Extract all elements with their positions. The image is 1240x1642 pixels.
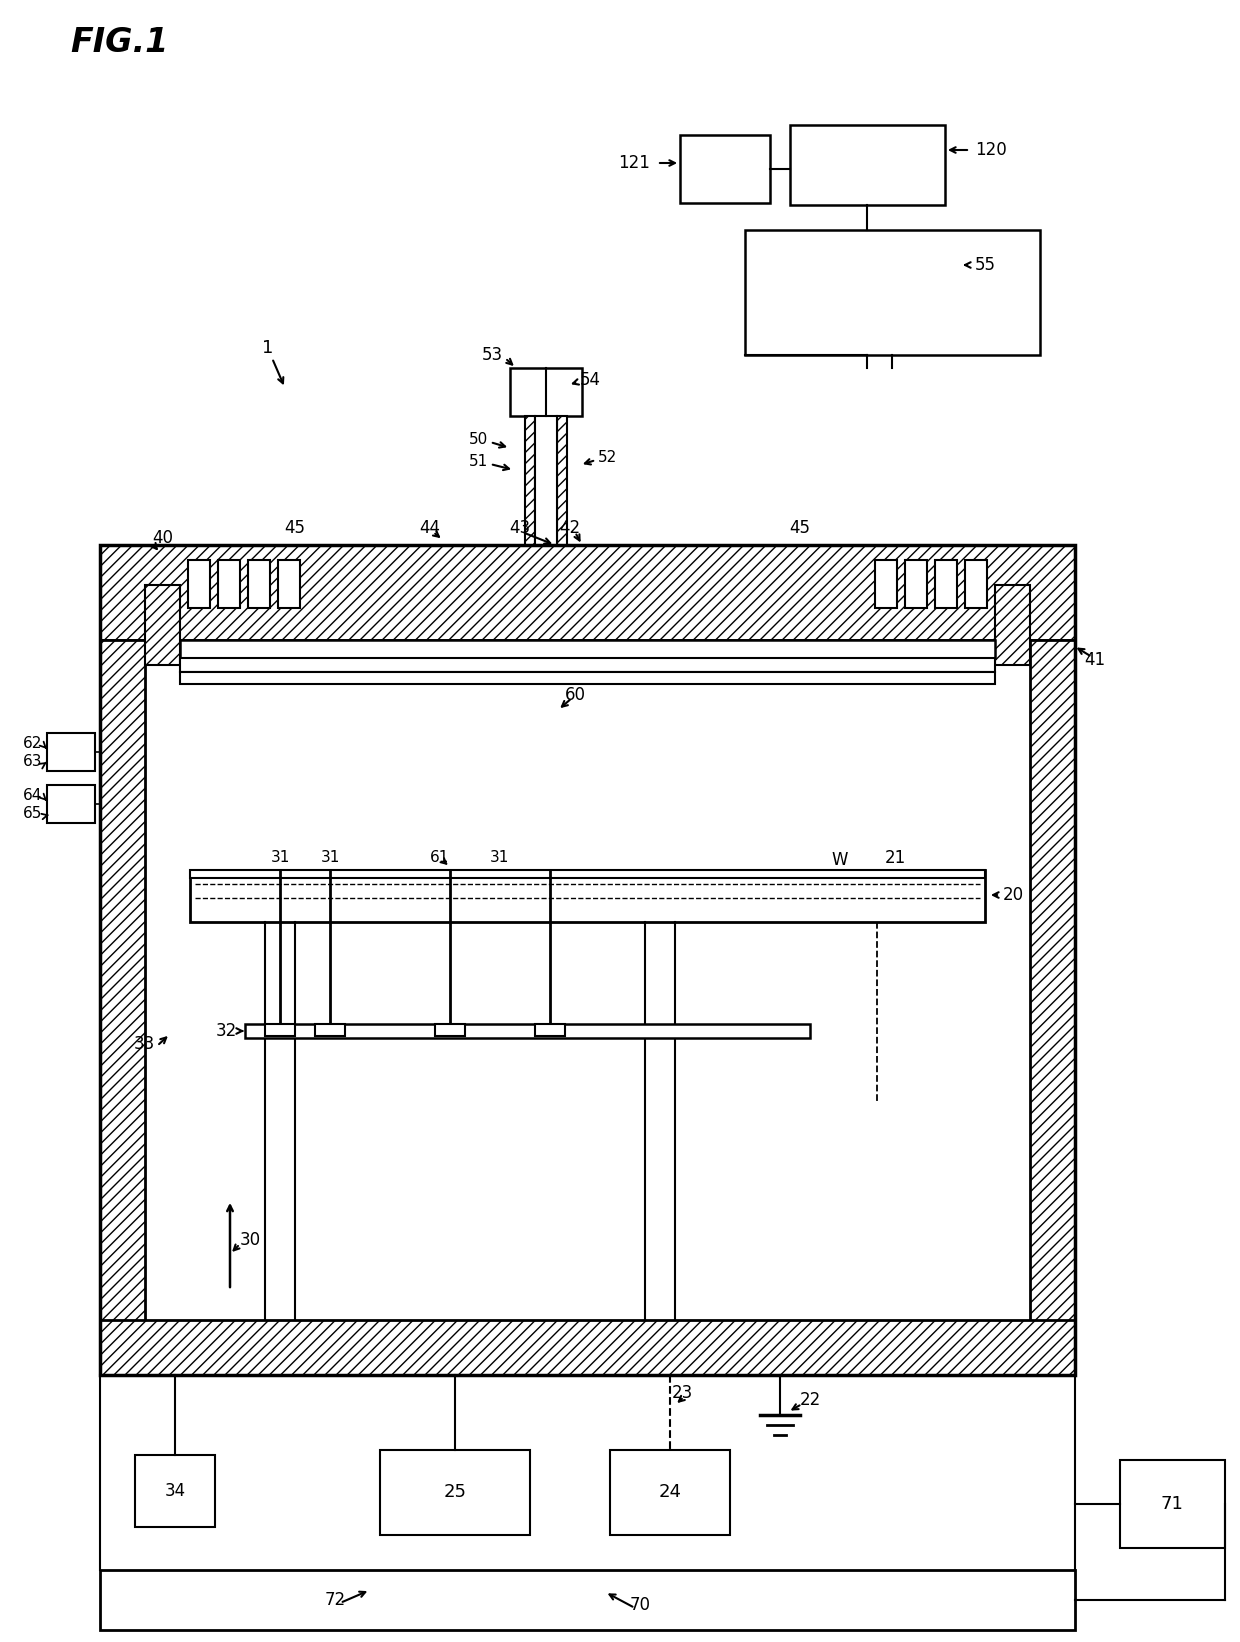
Text: 65: 65 [22,806,42,821]
Bar [680,135,770,204]
Bar [100,545,1075,1374]
Text: 25: 25 [444,1483,466,1501]
Bar [100,640,145,1374]
Bar [188,560,210,608]
Bar [135,1455,215,1527]
Bar [100,1570,1075,1631]
Bar [994,585,1030,665]
Bar [965,560,987,608]
Bar [1120,1460,1225,1548]
Text: 62: 62 [22,736,42,750]
Text: 120: 120 [975,141,1007,159]
Bar [180,672,994,685]
Text: 41: 41 [1085,650,1106,668]
Bar [534,415,557,609]
Bar [190,870,985,878]
Text: 40: 40 [153,529,174,547]
Bar [180,640,994,658]
Text: 45: 45 [284,519,305,537]
Bar [315,1025,345,1036]
Bar [935,560,957,608]
Bar [525,415,534,609]
Bar [278,560,300,608]
Text: 53: 53 [482,346,503,365]
Bar [100,545,1075,640]
Text: 22: 22 [800,1391,821,1409]
Text: 55: 55 [975,256,996,274]
Text: 60: 60 [564,686,585,704]
Text: 51: 51 [469,455,489,470]
Text: 23: 23 [671,1384,693,1402]
Bar [47,732,95,772]
Bar [218,560,241,608]
Text: 31: 31 [490,851,510,865]
Bar [1030,640,1075,1374]
Bar [905,560,928,608]
Bar [248,560,270,608]
Bar [534,1025,565,1036]
Text: 61: 61 [430,851,450,865]
Bar [790,125,945,205]
Bar [745,230,1040,355]
Text: 71: 71 [1161,1494,1183,1512]
Text: 20: 20 [1003,887,1024,905]
Bar [47,785,95,823]
Text: 30: 30 [241,1232,262,1250]
Bar [190,870,985,923]
Text: 42: 42 [559,519,580,537]
Text: W: W [832,851,848,869]
Text: 43: 43 [510,519,531,537]
Text: 1: 1 [263,338,274,356]
Text: 54: 54 [580,371,601,389]
Bar [265,1025,295,1036]
Text: FIG.1: FIG.1 [69,26,169,59]
Text: 31: 31 [320,851,340,865]
Bar [180,658,994,672]
Text: 44: 44 [419,519,440,537]
Text: 33: 33 [134,1034,155,1053]
Text: 45: 45 [790,519,811,537]
Bar [875,560,897,608]
Text: 21: 21 [884,849,905,867]
Text: 52: 52 [598,450,618,465]
Text: 32: 32 [216,1021,237,1039]
Bar [510,368,582,415]
Bar [246,1025,810,1038]
Text: 64: 64 [22,788,42,803]
Bar [610,1450,730,1535]
Text: 24: 24 [658,1483,682,1501]
Text: 50: 50 [469,432,489,448]
Bar [379,1450,529,1535]
Text: 70: 70 [630,1596,651,1614]
Text: 63: 63 [22,754,42,768]
Text: 72: 72 [325,1591,346,1609]
Bar [435,1025,465,1036]
Text: 34: 34 [165,1483,186,1501]
Bar [100,1320,1075,1374]
Bar [557,415,567,609]
Text: 121: 121 [618,154,650,172]
Text: 31: 31 [270,851,290,865]
Bar [145,585,180,665]
